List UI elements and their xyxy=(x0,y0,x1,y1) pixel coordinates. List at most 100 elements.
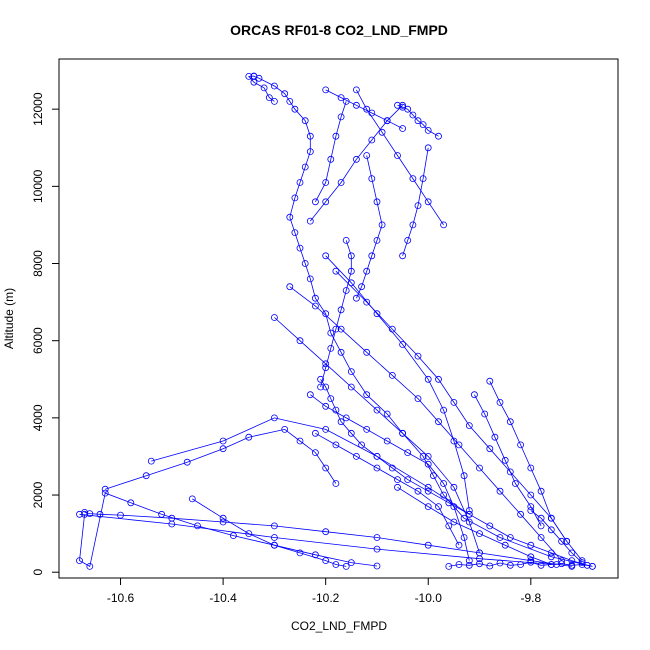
data-point xyxy=(332,132,340,140)
data-point xyxy=(527,558,535,566)
data-point xyxy=(306,217,314,225)
data-point xyxy=(496,559,504,567)
series-24 xyxy=(322,86,407,132)
data-point xyxy=(404,236,412,244)
data-point xyxy=(399,429,407,437)
data-point xyxy=(358,283,366,291)
data-point xyxy=(465,507,473,514)
data-point xyxy=(311,302,319,310)
data-point xyxy=(332,325,340,333)
data-point xyxy=(291,229,299,237)
data-point xyxy=(378,221,386,229)
data-point xyxy=(496,398,504,406)
data-point xyxy=(486,445,494,453)
data-point xyxy=(394,152,401,159)
data-point xyxy=(450,503,458,511)
data-point xyxy=(363,391,371,399)
data-point xyxy=(435,503,442,511)
data-point xyxy=(547,526,555,534)
series-line xyxy=(320,379,588,566)
series-11 xyxy=(306,101,407,225)
series-4 xyxy=(101,425,340,493)
data-point xyxy=(322,425,330,433)
data-point xyxy=(470,391,478,399)
data-point xyxy=(455,561,463,568)
data-point xyxy=(127,499,135,507)
data-point xyxy=(527,553,535,561)
data-point xyxy=(286,213,294,221)
data-point xyxy=(440,221,448,229)
y-axis-label: Altitude (m) xyxy=(2,288,16,349)
data-point xyxy=(388,325,396,333)
data-point xyxy=(563,537,571,545)
y-tick-label: 12000 xyxy=(31,92,45,126)
data-point xyxy=(578,561,586,568)
data-point xyxy=(311,449,319,457)
data-point xyxy=(342,414,350,422)
data-point xyxy=(460,534,468,541)
data-point xyxy=(322,198,330,206)
data-point xyxy=(322,528,330,536)
data-point xyxy=(245,433,253,441)
data-point xyxy=(419,175,427,183)
data-point xyxy=(101,485,109,493)
data-point xyxy=(476,530,483,537)
data-point xyxy=(450,398,458,406)
series-line xyxy=(335,270,583,561)
data-point xyxy=(568,557,576,564)
data-point xyxy=(363,298,371,306)
series-line xyxy=(315,101,347,202)
data-point xyxy=(270,534,278,541)
series-line xyxy=(448,561,593,567)
data-point xyxy=(352,86,360,94)
data-point xyxy=(414,395,422,403)
data-point xyxy=(506,534,514,541)
data-point xyxy=(409,111,417,119)
data-point xyxy=(424,503,432,511)
data-point xyxy=(352,101,360,109)
series-3 xyxy=(76,510,560,568)
data-point xyxy=(465,561,473,569)
data-point xyxy=(332,561,340,568)
data-point xyxy=(399,101,407,109)
data-point xyxy=(332,441,340,449)
data-point xyxy=(527,503,535,511)
data-point xyxy=(373,406,381,414)
series-line xyxy=(397,104,439,137)
data-point xyxy=(337,306,345,314)
series-line xyxy=(289,286,562,561)
data-point xyxy=(347,559,355,566)
data-point xyxy=(486,377,494,385)
data-point xyxy=(117,511,124,519)
data-point xyxy=(342,287,350,294)
data-point xyxy=(301,117,309,125)
data-point xyxy=(168,520,176,528)
data-point xyxy=(301,260,309,267)
series-15 xyxy=(317,375,591,569)
series-line xyxy=(79,513,557,565)
series-26 xyxy=(527,507,586,566)
data-point xyxy=(373,310,381,318)
data-point xyxy=(527,507,535,514)
data-point xyxy=(296,179,304,186)
series-line xyxy=(309,105,403,222)
series-line xyxy=(325,89,403,129)
data-point xyxy=(496,487,504,495)
chart-title: ORCAS RF01-8 CO2_LND_FMPD xyxy=(230,22,448,38)
data-point xyxy=(388,371,396,379)
data-point xyxy=(558,537,565,545)
data-point xyxy=(373,452,381,460)
data-point xyxy=(424,375,432,383)
data-point xyxy=(183,458,191,466)
data-point xyxy=(363,267,371,275)
data-point xyxy=(383,437,391,445)
data-point xyxy=(219,445,227,453)
series-line xyxy=(489,381,568,542)
data-point xyxy=(450,437,458,445)
data-point xyxy=(435,132,442,140)
data-point xyxy=(363,348,371,356)
data-point xyxy=(476,464,483,472)
data-point xyxy=(578,559,586,566)
data-point xyxy=(373,236,381,244)
series-line xyxy=(325,255,470,511)
